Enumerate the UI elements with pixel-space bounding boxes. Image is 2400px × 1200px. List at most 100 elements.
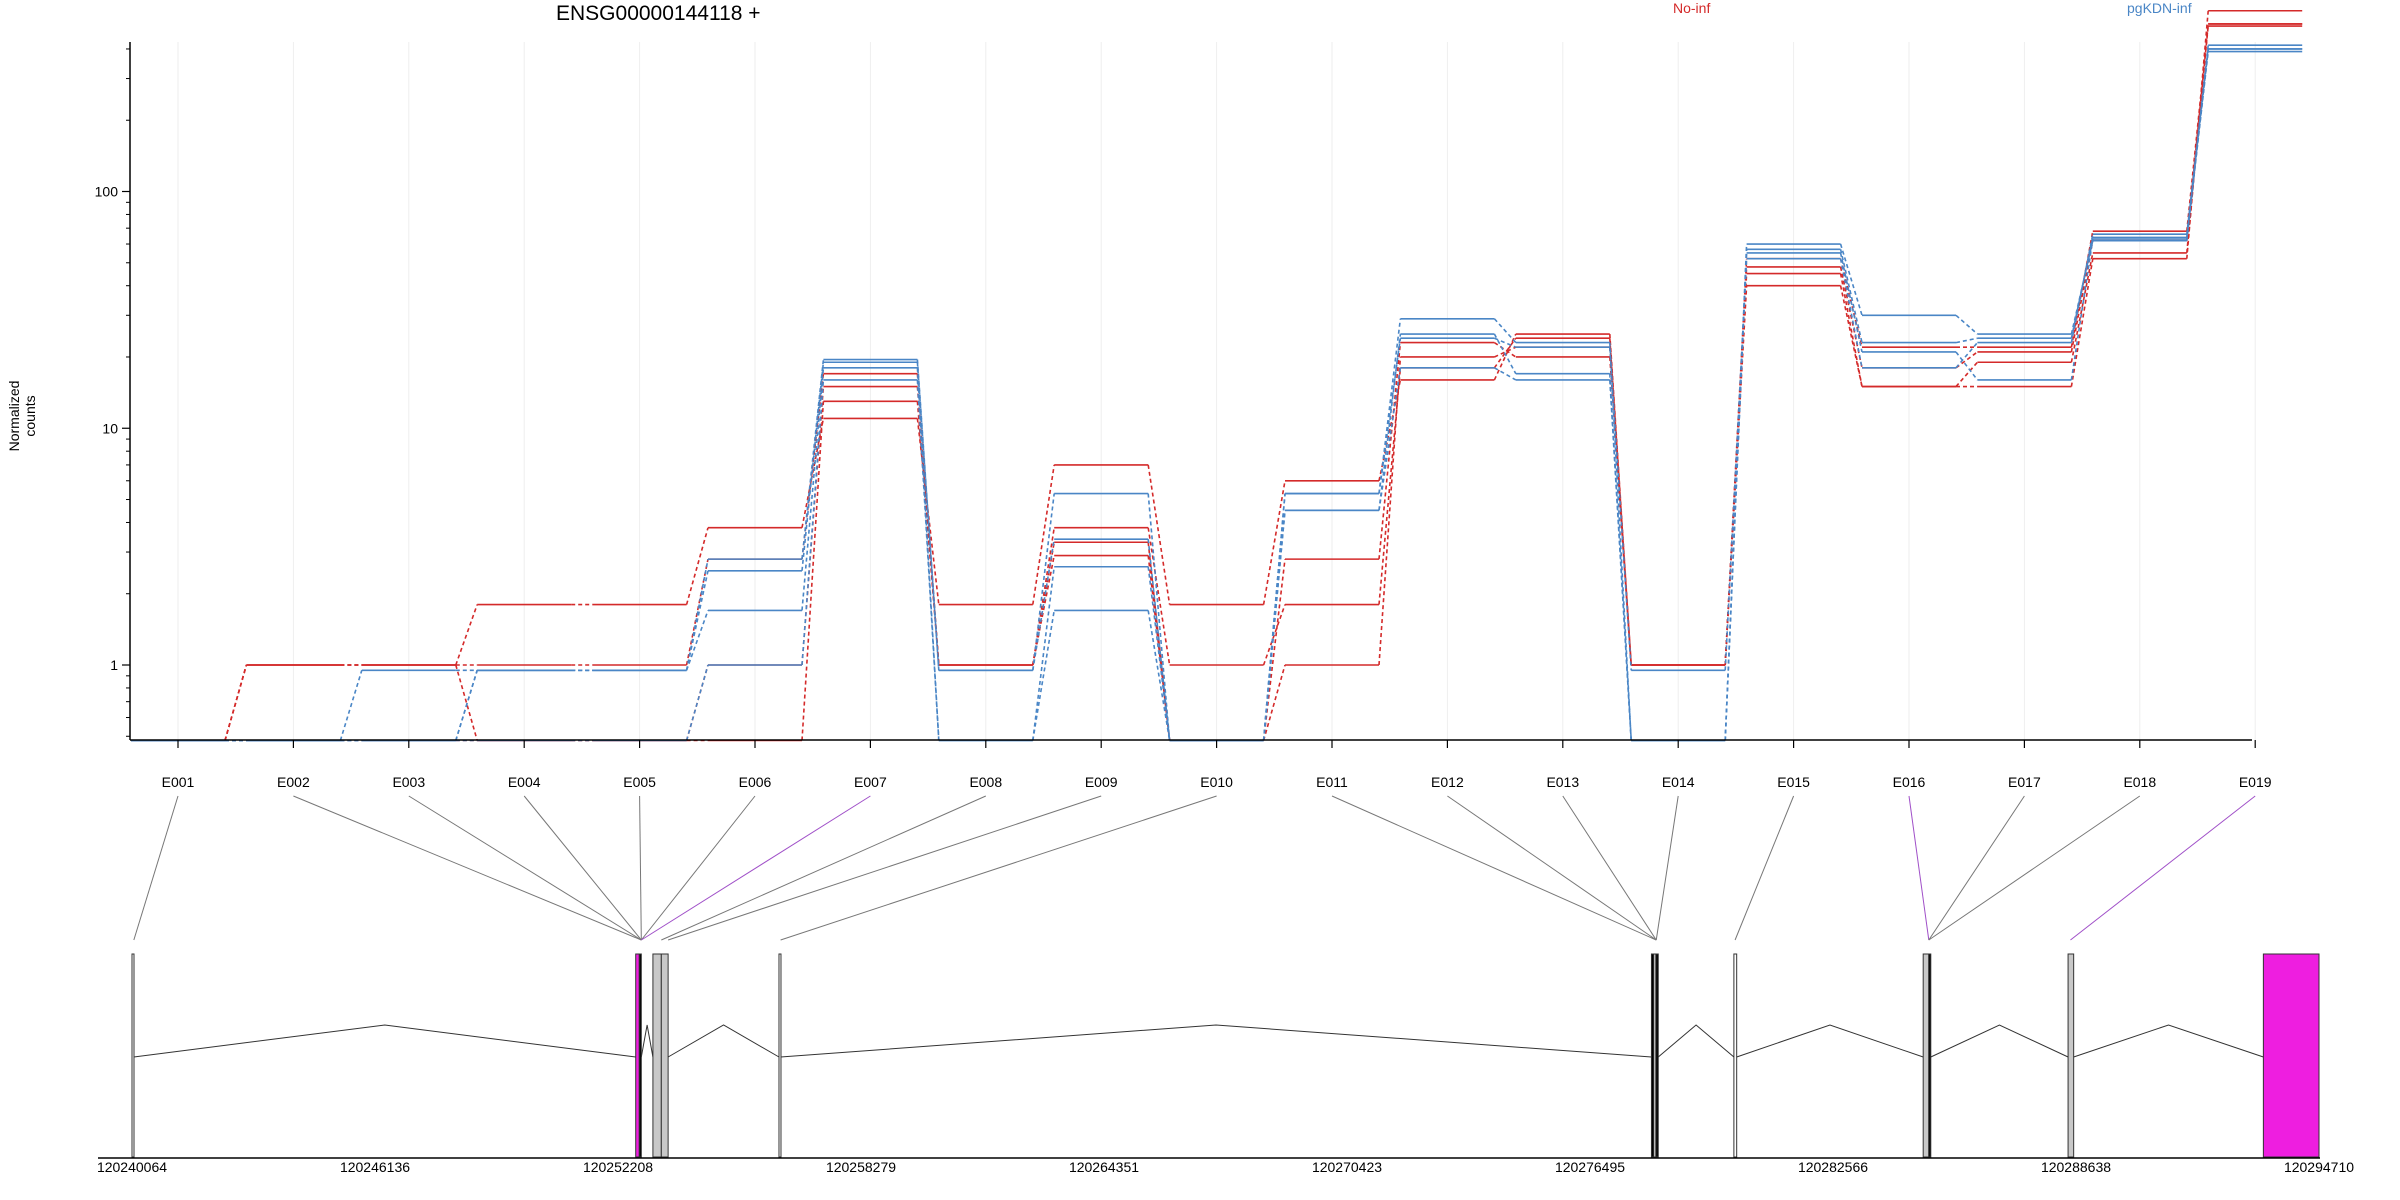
intron-line — [2073, 1024, 2264, 1058]
y-tick-label: 100 — [95, 184, 119, 200]
exon-box — [652, 953, 662, 1158]
series-transition — [1032, 527, 1055, 666]
exon-box — [660, 953, 669, 1158]
series-transition — [685, 610, 709, 671]
plot-axes: 1 10 100 E001 E002 E003 E004 E005 E006 E007 E008 E0… — [95, 42, 2272, 790]
series-transition — [2070, 234, 2094, 343]
exon-box — [1928, 953, 1932, 1158]
series-transition — [224, 664, 248, 741]
x-tick-label: E005 — [623, 774, 656, 790]
series-transition — [1032, 610, 1055, 741]
series-transition — [685, 527, 709, 605]
series-transition — [1378, 338, 1402, 494]
series-transition — [1493, 341, 1517, 358]
legend-no-inf: No-inf — [1673, 0, 1711, 16]
series-transition — [1032, 566, 1055, 741]
exon-box — [2067, 953, 2075, 1158]
intron-line — [133, 1024, 636, 1058]
intron-line — [1930, 1024, 2069, 1058]
exon-box — [1733, 953, 1738, 1158]
series-transition — [1955, 351, 1979, 381]
y-axis-label: Normalized counts — [6, 380, 38, 452]
series-transition — [685, 558, 709, 671]
exon-connector — [1562, 795, 1657, 941]
exon-connector — [641, 795, 871, 941]
series-transition — [916, 359, 940, 671]
series-transition — [1147, 527, 1171, 666]
exon-box — [638, 953, 642, 1158]
series-transition — [2070, 238, 2094, 381]
x-tick-label: E006 — [739, 774, 772, 790]
genomic-coordinate-label: 120258279 — [826, 1159, 896, 1175]
genomic-coordinate-label: 120264351 — [1069, 1159, 1139, 1175]
series-transition — [455, 664, 478, 741]
series-transition — [1724, 258, 1748, 671]
series-transition — [1378, 342, 1402, 560]
series-transition — [1147, 539, 1171, 741]
exon-connector — [1655, 795, 1679, 941]
series-transition — [1493, 337, 1517, 369]
exon-connector — [523, 795, 642, 941]
genomic-coordinate-label: 120240064 — [97, 1159, 167, 1175]
intron-line — [667, 1024, 780, 1058]
series-transition — [1955, 314, 1978, 335]
intron-line — [1657, 1024, 1735, 1058]
series-transition — [1147, 464, 1171, 605]
series-transition — [1955, 342, 1979, 369]
genomic-coordinate-label: 120276495 — [1555, 1159, 1625, 1175]
series-transition — [801, 367, 825, 611]
series-transition — [2070, 240, 2094, 335]
x-tick-label: E018 — [2123, 774, 2156, 790]
exon-connector — [293, 795, 642, 941]
series-transition — [1032, 464, 1055, 605]
intron-line — [1736, 1024, 1924, 1058]
series-transition — [1839, 243, 1863, 316]
series-transition — [801, 359, 825, 560]
x-tick-label: E004 — [508, 774, 541, 790]
series-transition — [1262, 559, 1286, 741]
series-transition — [1032, 539, 1055, 671]
exon-connector — [1734, 795, 1795, 941]
series-transition — [1378, 356, 1402, 666]
genomic-coordinate-label: 120270423 — [1312, 1159, 1382, 1175]
y-tick-label: 10 — [102, 420, 118, 436]
exon-connector — [2070, 795, 2256, 941]
series-transition — [1609, 373, 1632, 741]
exon-connector — [1928, 795, 2141, 941]
x-tick-label: E015 — [1777, 774, 1810, 790]
exon-connector — [1928, 795, 2025, 941]
x-tick-label: E001 — [162, 774, 195, 790]
exon-connector — [640, 795, 756, 941]
exon-connector — [408, 795, 642, 941]
x-tick-label: E008 — [969, 774, 1002, 790]
x-tick-label: E002 — [277, 774, 310, 790]
series-transition — [801, 386, 825, 666]
x-tick-label: E016 — [1893, 774, 1926, 790]
genomic-coordinate-label: 120288638 — [2041, 1159, 2111, 1175]
exon-connector — [667, 795, 1102, 941]
series-transition — [1955, 351, 1978, 369]
series-transition — [455, 604, 478, 666]
series-transition — [2186, 48, 2209, 235]
exon-connector — [1447, 795, 1657, 941]
genomic-coordinate-label: 120282566 — [1798, 1159, 1868, 1175]
series-transition — [1378, 333, 1402, 511]
series-transition — [1839, 273, 1863, 387]
chart-title: ENSG00000144118 + — [556, 2, 761, 25]
series-transition — [1955, 361, 1979, 388]
exon-connector — [639, 795, 642, 941]
x-tick-label: E010 — [1200, 774, 1233, 790]
series-transition — [1032, 493, 1055, 671]
exon-connector-lines — [133, 795, 2256, 941]
x-tick-label: E009 — [1085, 774, 1118, 790]
x-tick-label: E019 — [2239, 774, 2272, 790]
series-transition — [1147, 610, 1171, 741]
series-transition — [2070, 252, 2094, 363]
exon-connector — [780, 795, 1217, 941]
series-transition — [339, 670, 363, 741]
x-tick-label: E012 — [1431, 774, 1464, 790]
legend-pgkdn-inf: pgKDN-inf — [2127, 0, 2192, 16]
x-tick-label: E003 — [392, 774, 425, 790]
series-transition — [1147, 566, 1171, 741]
intron-line — [780, 1024, 1652, 1058]
